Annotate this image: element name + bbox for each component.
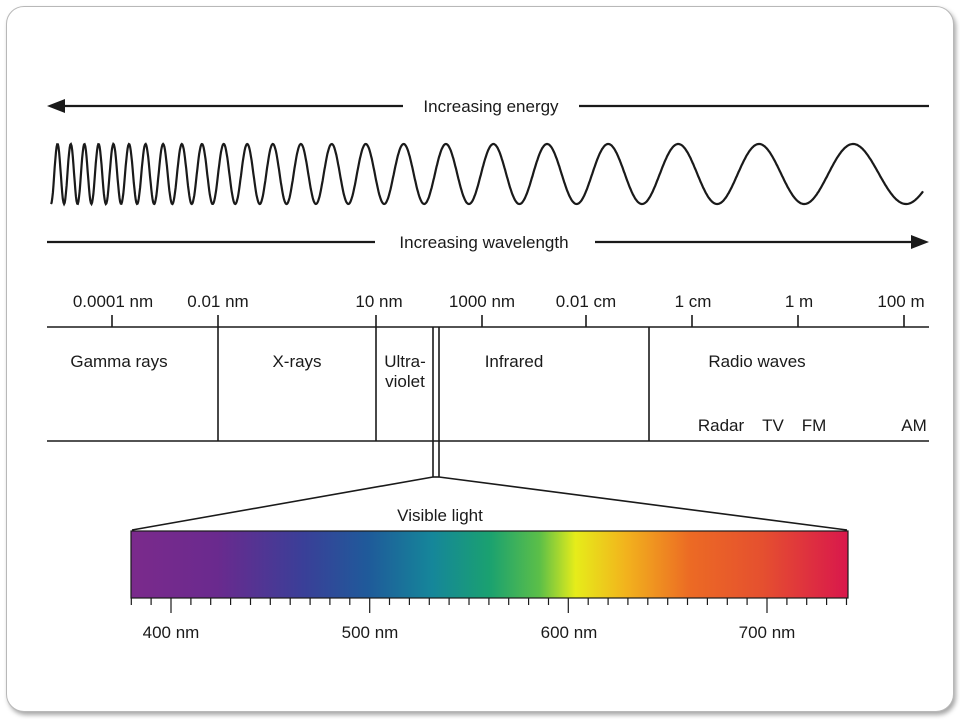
visible-tick-label: 400 nm <box>143 623 200 642</box>
scale-tick-label: 100 m <box>877 292 924 311</box>
scale-tick-label: 0.01 cm <box>556 292 616 311</box>
region-ultraviolet-line1: Ultra- <box>384 352 426 371</box>
radio-band-tv: TV <box>762 416 784 435</box>
radio-band-radar: Radar <box>698 416 745 435</box>
spectrum-ticks <box>130 598 848 613</box>
scale-tick-label: 1 cm <box>675 292 712 311</box>
wavelength-label: Increasing wavelength <box>399 233 568 252</box>
energy-label: Increasing energy <box>423 97 559 116</box>
spectrum-bar <box>130 530 849 599</box>
region-gamma-rays: Gamma rays <box>70 352 167 371</box>
region-ultraviolet-line2: violet <box>385 372 425 391</box>
wave-curve <box>50 142 924 207</box>
wavelength-scale: 0.0001 nm 0.01 nm 10 nm 1000 nm 0.01 cm … <box>47 292 929 328</box>
scale-tick-label: 1000 nm <box>449 292 515 311</box>
region-radio-waves: Radio waves <box>708 352 805 371</box>
visible-spectrum: 400 nm 500 nm 600 nm 700 nm <box>130 530 849 642</box>
arrow-left-icon <box>47 99 65 113</box>
radio-band-fm: FM <box>802 416 827 435</box>
region-infrared: Infrared <box>485 352 544 371</box>
scale-tick-label: 10 nm <box>355 292 402 311</box>
region-x-rays: X-rays <box>272 352 321 371</box>
scale-tick-label: 1 m <box>785 292 813 311</box>
visible-light-label: Visible light <box>397 506 483 525</box>
scale-tick-label: 0.01 nm <box>187 292 248 311</box>
visible-zoom-connector: Visible light <box>131 476 848 531</box>
visible-tick-label: 600 nm <box>541 623 598 642</box>
spectrum-regions: Gamma rays X-rays Ultra- violet Infrared… <box>47 327 929 477</box>
visible-tick-label: 700 nm <box>739 623 796 642</box>
electromagnetic-spectrum-diagram: Increasing energy Increasing wavelength … <box>47 97 929 642</box>
arrow-right-icon <box>911 235 929 249</box>
scale-tick-label: 0.0001 nm <box>73 292 153 311</box>
radio-band-am: AM <box>901 416 927 435</box>
wavelength-arrow: Increasing wavelength <box>47 233 929 252</box>
energy-arrow: Increasing energy <box>47 97 929 116</box>
visible-tick-label: 500 nm <box>342 623 399 642</box>
slide-frame: Increasing energy Increasing wavelength … <box>6 6 954 712</box>
